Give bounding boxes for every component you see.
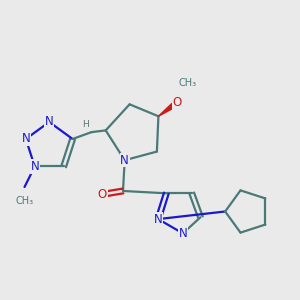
Text: N: N — [45, 116, 54, 128]
Text: CH₃: CH₃ — [179, 78, 197, 88]
Text: CH₃: CH₃ — [15, 196, 34, 206]
Text: N: N — [21, 133, 30, 146]
Text: N: N — [120, 154, 129, 167]
Text: N: N — [154, 213, 163, 226]
Polygon shape — [158, 100, 179, 116]
Text: O: O — [172, 96, 182, 109]
Text: H: H — [82, 120, 88, 129]
Text: N: N — [178, 227, 187, 240]
Text: N: N — [30, 160, 39, 173]
Text: O: O — [98, 188, 107, 201]
